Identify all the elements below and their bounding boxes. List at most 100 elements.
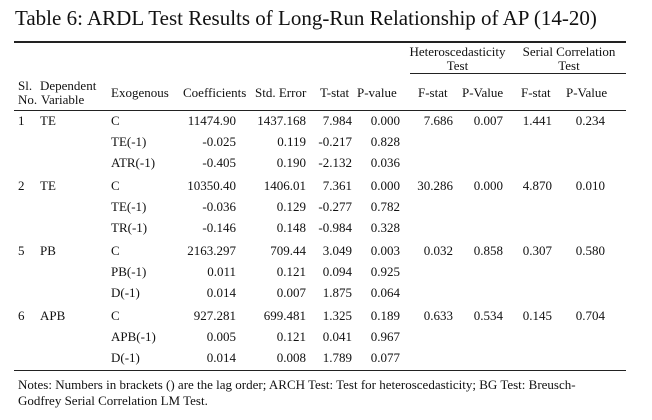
cell-p: 0.925 [370, 264, 400, 279]
col-header-p-value-hetero: P-Value [462, 85, 504, 100]
cell-sp: 0.010 [575, 178, 605, 193]
top-rule [14, 41, 626, 43]
col-header-f-stat: F-stat [418, 85, 448, 100]
dependent-variable: TE [40, 113, 56, 128]
col-header-coefficients: Coefficients [183, 85, 247, 100]
table-notes: Notes: Numbers in brackets () are the la… [18, 377, 576, 408]
col-header-exogenous: Exogenous [111, 85, 169, 100]
cell-se: 0.121 [276, 329, 306, 344]
cell-se: 0.121 [276, 264, 306, 279]
cell-coef: 11474.90 [187, 113, 236, 128]
cell-p: 0.077 [370, 350, 400, 365]
cell-sf: 4.870 [522, 178, 552, 193]
serial-header-line1: Serial Correlation [522, 44, 616, 59]
cell-se: 0.129 [276, 199, 306, 214]
hetero-header-line2: Test [446, 58, 469, 73]
cell-t: 1.875 [322, 285, 352, 300]
cell-coef: -0.036 [202, 199, 236, 214]
cell-p: 0.064 [370, 285, 400, 300]
cell-se: 1437.168 [257, 113, 306, 128]
cell-coef: 10350.40 [187, 178, 236, 193]
cell-se: 0.190 [276, 155, 306, 170]
cell-p: 0.000 [370, 113, 400, 128]
cell-coef: 927.281 [193, 308, 236, 323]
cell-p: 0.036 [370, 155, 400, 170]
dependent-variable: TE [40, 178, 56, 193]
cell-sf: 1.441 [522, 113, 552, 128]
hetero-header-line1: Heteroscedasticity [409, 44, 506, 59]
cell-hp: 0.534 [473, 308, 503, 323]
cell-coef: 0.014 [206, 350, 236, 365]
cell-p: 0.000 [370, 178, 400, 193]
cell-t: -0.217 [318, 134, 352, 149]
cell-t: 0.041 [322, 329, 352, 344]
cell-exo: APB(-1) [111, 329, 156, 344]
cell-sp: 0.704 [575, 308, 605, 323]
cell-se: 0.007 [276, 285, 306, 300]
cell-p: 0.782 [370, 199, 400, 214]
cell-t: 0.094 [322, 264, 352, 279]
cell-exo: ATR(-1) [111, 155, 156, 170]
dependent-variable: PB [40, 243, 56, 258]
cell-p: 0.967 [370, 329, 400, 344]
col-header-dependent: Dependent [40, 78, 97, 93]
cell-se: 0.008 [276, 350, 306, 365]
col-header-f-stat-serial: F-stat [521, 85, 551, 100]
group-header-rule [410, 73, 626, 74]
cell-hp: 0.858 [473, 243, 503, 258]
cell-hp: 0.007 [473, 113, 503, 128]
cell-exo: TR(-1) [111, 220, 148, 235]
cell-p: 0.828 [370, 134, 400, 149]
cell-t: 7.361 [322, 178, 352, 193]
cell-sp: 0.234 [575, 113, 605, 128]
cell-p: 0.003 [370, 243, 400, 258]
cell-hf: 0.633 [423, 308, 453, 323]
cell-coef: 0.005 [206, 329, 236, 344]
cell-se: 0.119 [277, 134, 306, 149]
cell-p: 0.328 [370, 220, 400, 235]
cell-exo: TE(-1) [111, 199, 147, 214]
cell-coef: -0.025 [202, 134, 236, 149]
cell-t: 1.789 [322, 350, 352, 365]
row-number: 5 [18, 243, 25, 258]
cell-exo: C [111, 178, 120, 193]
col-header-sl: Sl. [18, 78, 33, 93]
cell-t: -2.132 [318, 155, 352, 170]
cell-t: -0.277 [318, 199, 352, 214]
row-number: 1 [18, 113, 25, 128]
cell-sf: 0.145 [522, 308, 552, 323]
cell-exo: TE(-1) [111, 134, 147, 149]
table-title: Table 6: ARDL Test Results of Long-Run R… [15, 6, 597, 30]
cell-exo: C [111, 308, 120, 323]
cell-exo: C [111, 243, 120, 258]
cell-coef: -0.405 [202, 155, 236, 170]
col-header-no: No. [18, 92, 38, 107]
cell-sp: 0.580 [575, 243, 605, 258]
cell-t: 3.049 [322, 243, 352, 258]
cell-p: 0.189 [370, 308, 400, 323]
col-header-variable: Variable [41, 92, 85, 107]
serial-header-line2: Test [558, 58, 580, 73]
cell-sf: 0.307 [522, 243, 552, 258]
cell-hf: 30.286 [417, 178, 453, 193]
col-header-t-stat: T-stat [320, 85, 350, 100]
row-number: 2 [18, 178, 25, 193]
cell-hp: 0.000 [473, 178, 503, 193]
cell-coef: -0.146 [202, 220, 236, 235]
cell-t: -0.984 [318, 220, 352, 235]
bottom-rule [14, 370, 626, 371]
dependent-variable: APB [40, 308, 66, 323]
cell-coef: 0.014 [206, 285, 236, 300]
cell-hf: 0.032 [423, 243, 453, 258]
cell-se: 709.44 [270, 243, 306, 258]
cell-exo: PB(-1) [111, 264, 147, 279]
cell-exo: D(-1) [111, 285, 140, 300]
cell-se: 699.481 [263, 308, 306, 323]
cell-t: 7.984 [322, 113, 352, 128]
row-number: 6 [18, 308, 25, 323]
cell-exo: D(-1) [111, 350, 140, 365]
cell-hf: 7.686 [423, 113, 453, 128]
cell-exo: C [111, 113, 120, 128]
cell-coef: 0.011 [207, 264, 236, 279]
cell-coef: 2163.297 [187, 243, 236, 258]
